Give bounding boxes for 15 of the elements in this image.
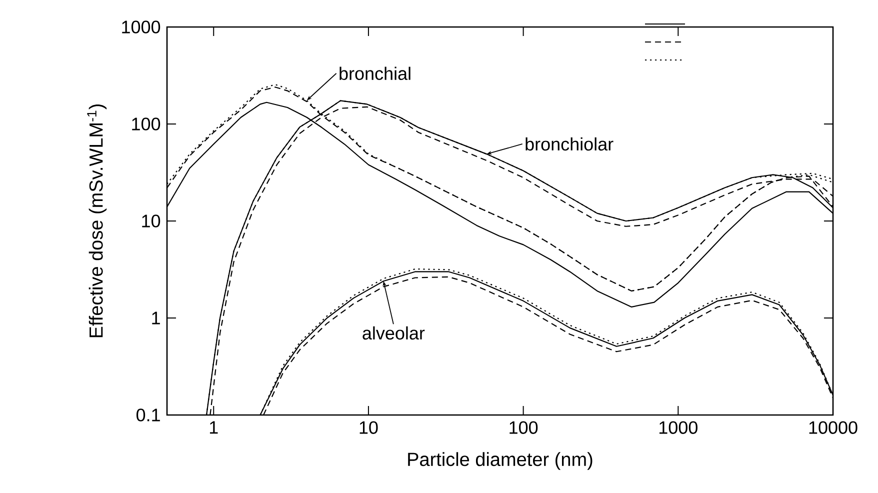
x-tick-label: 10000 <box>809 421 858 434</box>
annotation: bronchial <box>340 66 410 80</box>
x-axis-title: Particle diameter (nm) <box>408 452 592 470</box>
y-tick-label: 10 <box>142 214 160 228</box>
y-tick-label: 1 <box>152 312 160 324</box>
x-tick-label: 100 <box>510 421 538 434</box>
annotation: alveolar <box>362 326 425 340</box>
annotation: bronchiolar <box>526 137 614 151</box>
y-tick-label: 0.1 <box>136 408 160 422</box>
y-tick-label: 1000 <box>122 20 160 34</box>
y-axis-title: Effective dose (mSv.WLM$^{-1}$) <box>87 104 107 338</box>
x-tick-label: 1 <box>210 421 218 434</box>
x-tick-label: 10 <box>360 421 378 434</box>
y-tick-label: 100 <box>132 118 160 130</box>
x-tick-label: 1000 <box>660 421 698 434</box>
